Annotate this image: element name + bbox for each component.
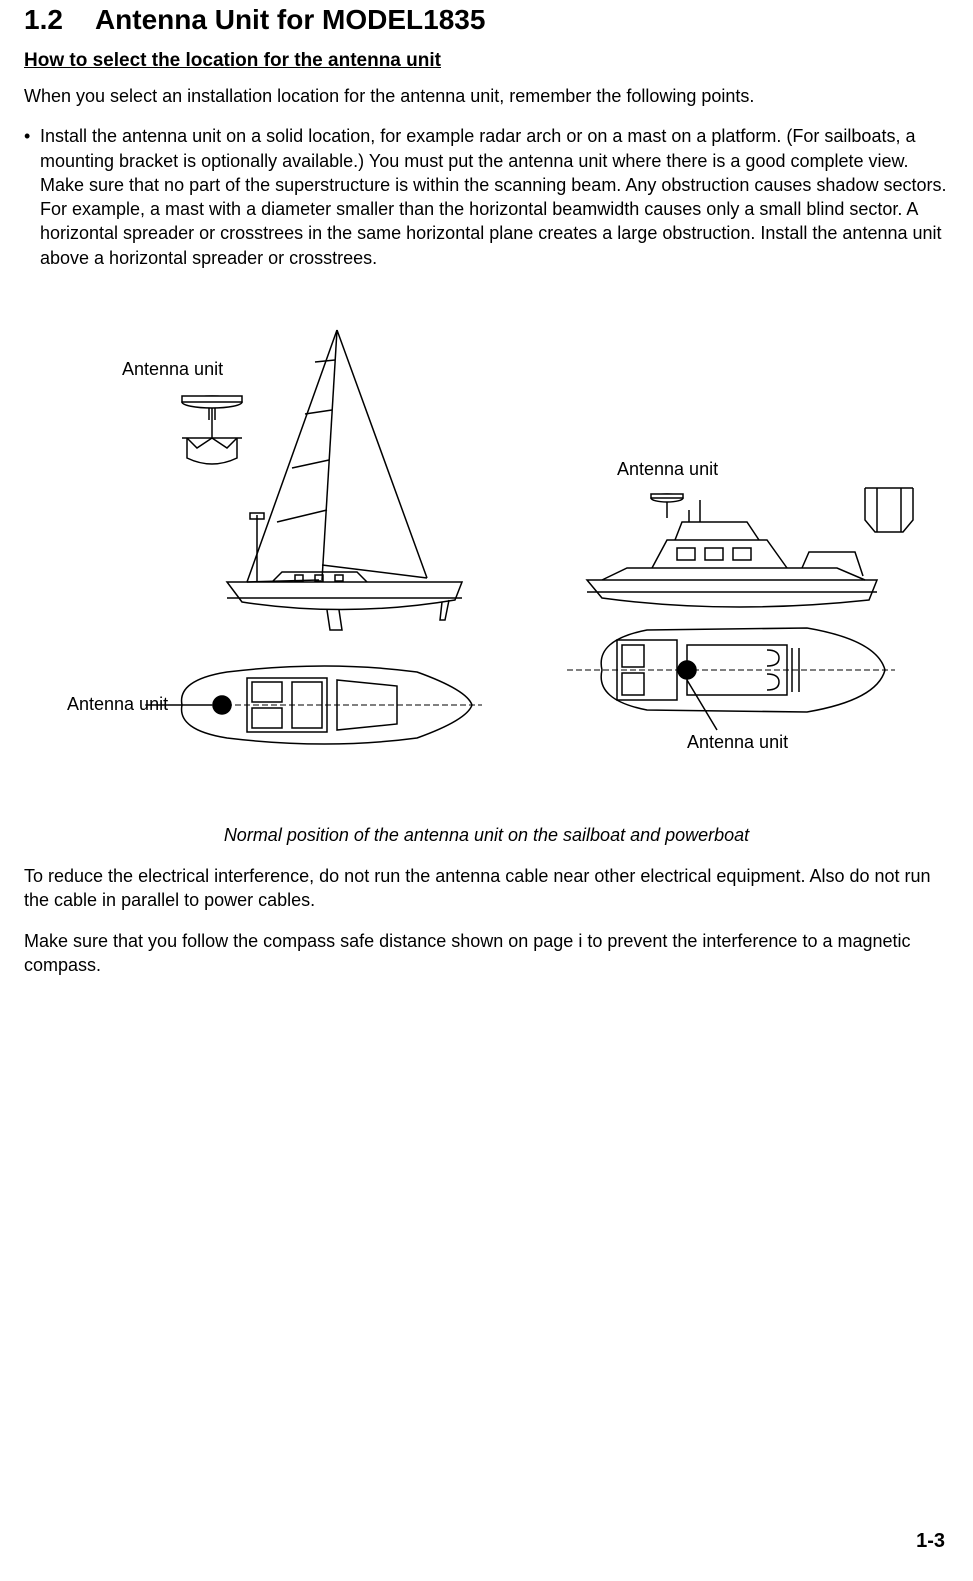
bullet-mark: • xyxy=(24,124,40,148)
antenna-detail-sailboat xyxy=(182,396,242,464)
antenna-label-2: Antenna unit xyxy=(67,694,168,714)
antenna-label-4: Antenna unit xyxy=(687,732,788,752)
section-title: Antenna Unit for MODEL1835 xyxy=(95,4,485,35)
powerboat-top xyxy=(567,628,895,730)
antenna-detail-powerboat xyxy=(865,488,913,532)
figure-boats: Antenna unit Antenna unit xyxy=(24,300,949,805)
boat-diagram-svg: Antenna unit Antenna unit xyxy=(47,300,927,800)
paragraph-2: To reduce the electrical interference, d… xyxy=(24,864,949,913)
antenna-label-3: Antenna unit xyxy=(617,459,718,479)
subsection-heading: How to select the location for the anten… xyxy=(24,50,949,72)
page-number: 1-3 xyxy=(916,1530,945,1553)
figure-caption: Normal position of the antenna unit on t… xyxy=(24,825,949,846)
powerboat-side xyxy=(587,494,877,607)
section-heading: 1.2 Antenna Unit for MODEL1835 xyxy=(24,0,949,36)
sailboat-side xyxy=(227,330,462,630)
paragraph-3: Make sure that you follow the compass sa… xyxy=(24,929,949,978)
bullet-item-1: •Install the antenna unit on a solid loc… xyxy=(24,124,949,270)
antenna-label-1: Antenna unit xyxy=(122,359,223,379)
intro-paragraph: When you select an installation location… xyxy=(24,84,949,108)
sailboat-top xyxy=(145,666,482,744)
section-number: 1.2 xyxy=(24,4,63,36)
bullet-text: Install the antenna unit on a solid loca… xyxy=(40,126,946,267)
